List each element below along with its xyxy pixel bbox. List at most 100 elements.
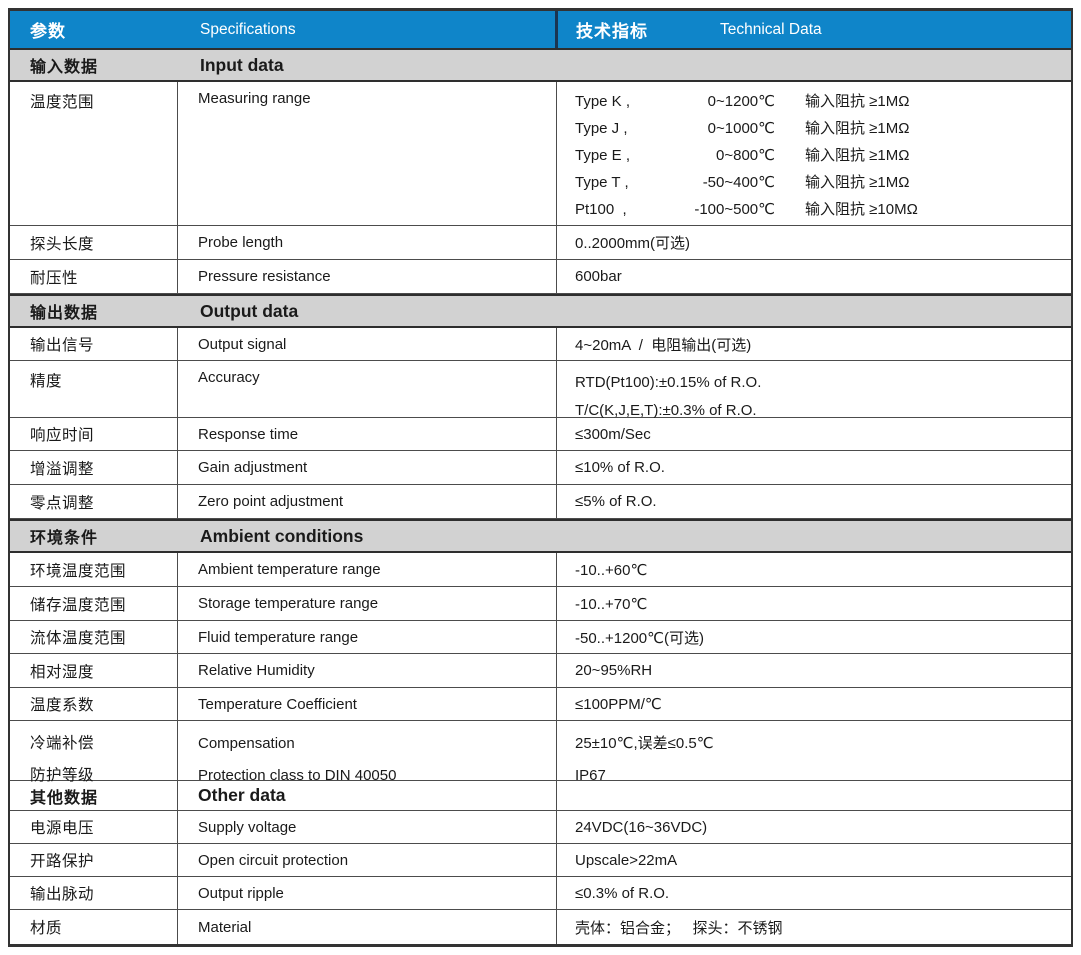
param-cn: 零点调整 (30, 494, 95, 512)
spec-en: Measuring range (198, 90, 311, 107)
header-param-cn: 参数 (30, 22, 66, 41)
row-temp-coefficient: 温度系数 Temperature Coefficient ≤100PPM/℃ (10, 688, 1071, 721)
header-right-block: 技术指标 Technical Data (558, 11, 1071, 48)
value: -50..+1200℃(可选) (575, 629, 704, 647)
param-cn-cell: 其他数据 (10, 781, 178, 810)
row-fluid-temp: 流体温度范围 Fluid temperature range -50..+120… (10, 621, 1071, 654)
spec-en: Accuracy (198, 369, 260, 386)
param-cn: 相对湿度 (30, 663, 95, 681)
value: 600bar (575, 268, 622, 285)
spec-en-cell: Gain adjustment (178, 451, 557, 484)
row-output-section: 输出数据 Output data (10, 294, 1071, 328)
param-cn: 材质 (30, 920, 63, 937)
spec-en: Compensation (198, 735, 295, 752)
row-probe-length: 探头长度 Probe length 0..2000mm(可选) (10, 226, 1071, 260)
section-input-cn: 输入数据 (30, 59, 99, 76)
value: 20~95%RH (575, 662, 653, 679)
value-cell (557, 781, 1071, 810)
spec-en: Ambient temperature range (198, 561, 381, 578)
row-ambient-section: 环境条件 Ambient conditions (10, 519, 1071, 553)
value-cell: ≤300m/Sec (557, 418, 1071, 450)
spec-en-cell: Output signal (178, 328, 557, 360)
measuring-line: Type E , 0~800℃ 输入阻抗 ≥1MΩ (575, 147, 910, 164)
spec-en-cell: Other data (178, 781, 557, 810)
spec-en-cell: Supply voltage (178, 811, 557, 843)
param-cn: 增溢调整 (30, 460, 95, 478)
value: IP67 (575, 767, 606, 784)
param-cn: 精度 (30, 373, 63, 390)
value-cell: 600bar (557, 260, 1071, 293)
spec-en-cell: Ambient temperature range (178, 553, 557, 586)
spec-en: Open circuit protection (198, 851, 349, 869)
param-cn: 环境温度范围 (30, 562, 127, 580)
row-output-signal: 输出信号 Output signal 4~20mA / 电阻输出(可选) (10, 328, 1071, 361)
header-left-block: 参数 Specifications (10, 11, 555, 48)
param-cn-cell: 耐压性 (10, 260, 178, 293)
row-humidity: 相对湿度 Relative Humidity 20~95%RH (10, 654, 1071, 688)
value-cell: ≤5% of R.O. (557, 485, 1071, 518)
spec-en: Protection class to DIN 40050 (198, 767, 397, 784)
section-output-cn: 输出数据 (30, 305, 99, 322)
value: ≤10% of R.O. (575, 459, 665, 476)
param-cn-cell: 输出信号 (10, 328, 178, 360)
value-cell: ≤10% of R.O. (557, 451, 1071, 484)
row-storage-temp: 储存温度范围 Storage temperature range -10..+7… (10, 587, 1071, 621)
value: 0..2000mm(可选) (575, 235, 691, 252)
spec-en: Storage temperature range (198, 595, 379, 612)
param-cn: 防护等级 (30, 767, 95, 784)
param-cn-cell: 开路保护 (10, 844, 178, 876)
section-ambient-en: Ambient conditions (200, 525, 364, 546)
measuring-line: Type T , -50~400℃ 输入阻抗 ≥1MΩ (575, 174, 910, 191)
value: 4~20mA / 电阻输出(可选) (575, 336, 752, 354)
param-cn: 响应时间 (30, 427, 95, 444)
table-header: 参数 Specifications 技术指标 Technical Data (10, 11, 1071, 48)
row-response-time: 响应时间 Response time ≤300m/Sec (10, 418, 1071, 451)
param-cn-cell: 相对湿度 (10, 654, 178, 687)
param-cn: 开路保护 (30, 853, 95, 870)
param-cn: 流体温度范围 (30, 630, 127, 647)
param-cn: 温度系数 (30, 697, 95, 714)
value-cell: 24VDC(16~36VDC) (557, 811, 1071, 843)
row-ambient-temp: 环境温度范围 Ambient temperature range -10..+6… (10, 553, 1071, 587)
param-cn: 输出脉动 (30, 886, 95, 903)
param-cn: 探头长度 (30, 235, 95, 253)
spec-en: Response time (198, 425, 299, 443)
header-specifications: Specifications (200, 20, 296, 38)
param-cn: 输出信号 (30, 337, 95, 354)
spec-en-cell: Pressure resistance (178, 260, 557, 293)
row-supply-voltage: 电源电压 Supply voltage 24VDC(16~36VDC) (10, 811, 1071, 844)
value: -10..+70℃ (575, 595, 648, 613)
row-compensation-protection: 冷端补偿 防护等级 Compensation Protection class … (10, 721, 1071, 784)
param-cn: 温度范围 (30, 94, 95, 111)
value-cell: -10..+60℃ (557, 553, 1071, 586)
row-material: 材质 Material 壳体：铝合金； 探头：不锈钢 (10, 910, 1071, 944)
spec-en-cell: Output ripple (178, 877, 557, 909)
row-zero-adjustment: 零点调整 Zero point adjustment ≤5% of R.O. (10, 485, 1071, 519)
spec-en: Supply voltage (198, 818, 297, 836)
spec-en-cell: Accuracy (178, 361, 557, 417)
spec-en: Material (198, 918, 252, 936)
spec-en: Gain adjustment (198, 459, 308, 476)
spec-en: Zero point adjustment (198, 493, 344, 510)
value: 壳体：铝合金； 探头：不锈钢 (575, 919, 783, 937)
value-cell: 0..2000mm(可选) (557, 226, 1071, 259)
value-cell: 4~20mA / 电阻输出(可选) (557, 328, 1071, 360)
spec-en-cell: Storage temperature range (178, 587, 557, 620)
spec-en-cell: Zero point adjustment (178, 485, 557, 518)
spec-en: Temperature Coefficient (198, 695, 357, 713)
header-divider (555, 11, 558, 48)
spec-en: Probe length (198, 234, 284, 251)
spec-en: Pressure resistance (198, 268, 331, 285)
param-cn-cell: 电源电压 (10, 811, 178, 843)
row-open-circuit: 开路保护 Open circuit protection Upscale>22m… (10, 844, 1071, 877)
spec-en: Output signal (198, 335, 287, 353)
value: ≤100PPM/℃ (575, 696, 662, 713)
param-cn-cell: 温度范围 (10, 82, 178, 225)
value: 24VDC(16~36VDC) (575, 818, 708, 836)
value-cell: 25±10℃,误差≤0.5℃ IP67 (557, 721, 1071, 784)
value-cell: -10..+70℃ (557, 587, 1071, 620)
spec-en-cell: Measuring range (178, 82, 557, 225)
row-measuring-range: 温度范围 Measuring range Type K , 0~1200℃ 输入阻抗… (10, 82, 1071, 226)
param-cn-cell: 增溢调整 (10, 451, 178, 484)
value-cell: RTD(Pt100):±0.15% of R.O. T/C(K,J,E,T):±… (557, 361, 1071, 419)
